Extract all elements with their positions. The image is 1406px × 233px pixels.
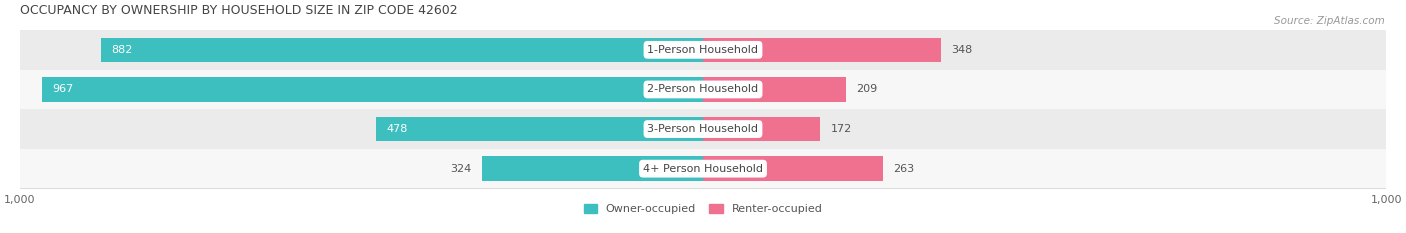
Text: 324: 324 bbox=[450, 164, 471, 174]
Text: 4+ Person Household: 4+ Person Household bbox=[643, 164, 763, 174]
Text: 967: 967 bbox=[52, 84, 75, 94]
Bar bbox=[20, 70, 1386, 109]
Bar bbox=[20, 109, 1386, 149]
Text: OCCUPANCY BY OWNERSHIP BY HOUSEHOLD SIZE IN ZIP CODE 42602: OCCUPANCY BY OWNERSHIP BY HOUSEHOLD SIZE… bbox=[20, 4, 457, 17]
Bar bbox=[703, 156, 883, 181]
Bar bbox=[482, 156, 703, 181]
Bar bbox=[20, 30, 1386, 70]
Bar bbox=[20, 149, 1386, 188]
Bar bbox=[703, 77, 846, 102]
Text: Source: ZipAtlas.com: Source: ZipAtlas.com bbox=[1274, 16, 1385, 26]
Bar bbox=[703, 38, 941, 62]
Text: 1-Person Household: 1-Person Household bbox=[648, 45, 758, 55]
Bar bbox=[42, 77, 703, 102]
Text: 882: 882 bbox=[111, 45, 132, 55]
Legend: Owner-occupied, Renter-occupied: Owner-occupied, Renter-occupied bbox=[583, 204, 823, 214]
Text: 348: 348 bbox=[950, 45, 972, 55]
Text: 263: 263 bbox=[893, 164, 914, 174]
Text: 3-Person Household: 3-Person Household bbox=[648, 124, 758, 134]
Text: 172: 172 bbox=[831, 124, 852, 134]
Text: 2-Person Household: 2-Person Household bbox=[647, 84, 759, 94]
Text: 478: 478 bbox=[387, 124, 408, 134]
Text: 209: 209 bbox=[856, 84, 877, 94]
Bar bbox=[100, 38, 703, 62]
Bar bbox=[377, 117, 703, 141]
Bar bbox=[703, 117, 821, 141]
